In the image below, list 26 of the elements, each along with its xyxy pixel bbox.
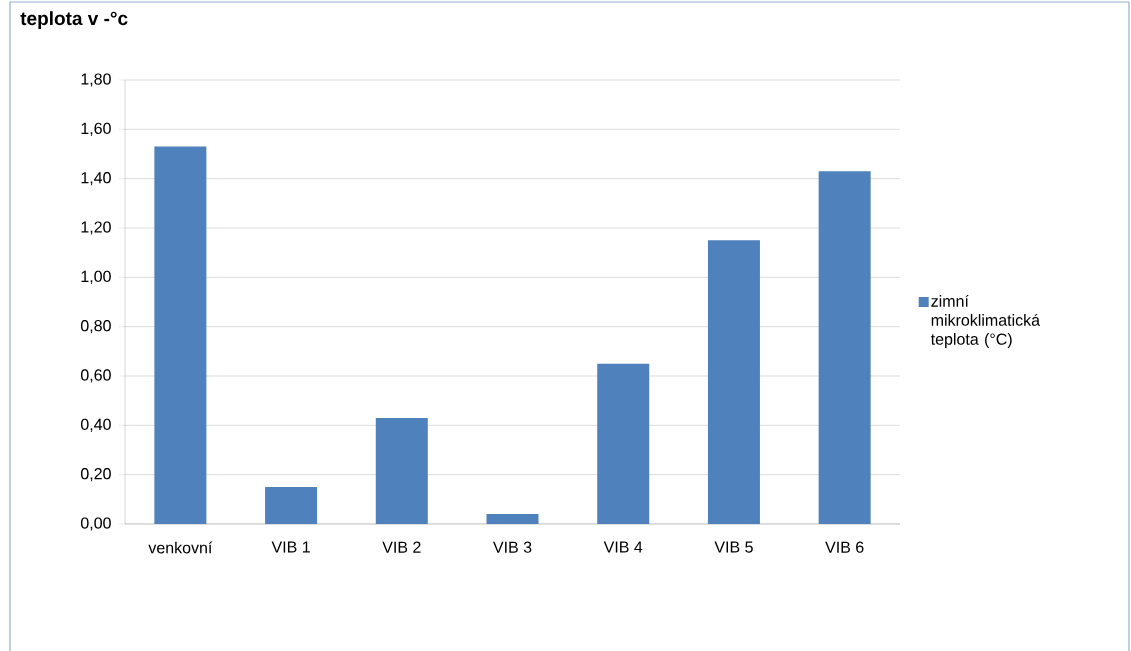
- y-tick-label: 0,20: [80, 468, 111, 482]
- y-tick-label: 0,60: [80, 369, 111, 383]
- x-tick-label: VIB 1: [271, 541, 310, 553]
- chart-title: teplota v -°c: [20, 11, 128, 29]
- x-tick-label: VIB 3: [493, 541, 532, 553]
- y-tick-label: 1,60: [81, 122, 111, 136]
- x-tick-label: VIB 6: [825, 541, 864, 553]
- y-tick-label: 0,40: [80, 418, 111, 432]
- bar: [818, 171, 871, 524]
- y-tick-label: 1,80: [81, 73, 111, 87]
- bar: [707, 240, 760, 524]
- legend-label: zimní mikroklimatická teplota (°C): [930, 294, 1041, 348]
- x-tick-label: VIB 5: [714, 541, 753, 553]
- x-tick-label: VIB 2: [382, 541, 421, 553]
- y-tick-label: 1,00: [81, 270, 111, 284]
- bar: [486, 514, 539, 524]
- bar: [597, 363, 650, 524]
- bar: [265, 486, 318, 524]
- y-tick-label: 0,80: [80, 320, 111, 334]
- y-tick-label: 1,40: [81, 172, 111, 186]
- bar: [375, 417, 428, 524]
- bar: [154, 146, 207, 524]
- y-tick-label: 0,00: [80, 517, 111, 531]
- y-tick-label: 1,20: [81, 221, 111, 235]
- x-tick-label: VIB 4: [603, 541, 643, 553]
- x-tick-label: venkovní: [148, 541, 213, 554]
